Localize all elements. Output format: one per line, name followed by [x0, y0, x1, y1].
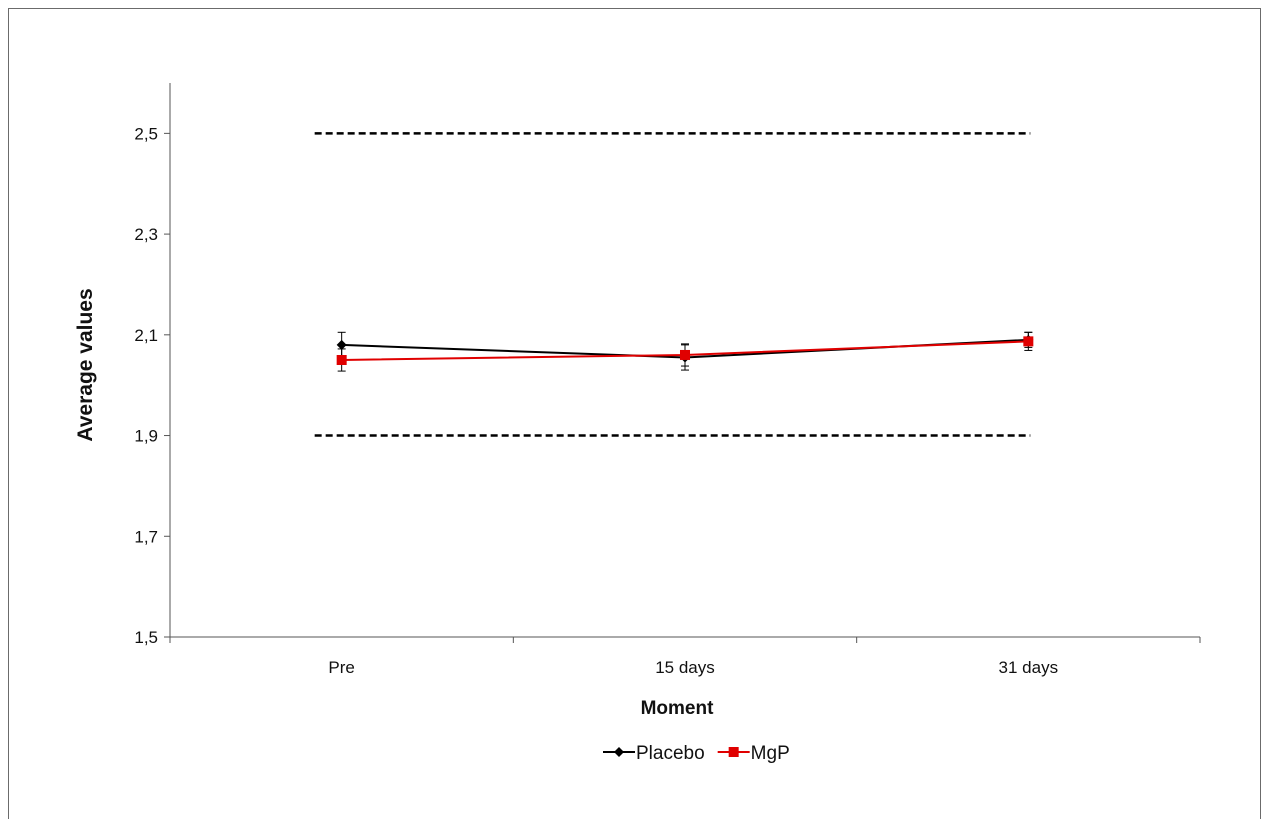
series-mgp	[336, 331, 1034, 372]
data-point	[1023, 336, 1034, 347]
legend-label: MgP	[751, 743, 790, 764]
y-tick-label: 2,1	[134, 326, 158, 345]
data-point	[336, 339, 347, 350]
y-tick-label: 2,5	[134, 124, 158, 143]
data-point	[680, 349, 690, 360]
series-layer	[336, 331, 1034, 372]
legend-label: Placebo	[636, 743, 705, 764]
y-axis-title: Average values	[74, 288, 97, 441]
y-ticks: 1,5 1,7 1,9 2,1 2,3 2,5	[134, 124, 170, 647]
legend-item-mgp: MgP	[717, 743, 790, 764]
data-point	[336, 355, 347, 365]
x-axis-title: Moment	[641, 698, 715, 719]
x-tick-label: Pre	[328, 658, 354, 677]
axes	[169, 83, 1200, 638]
x-tick-label: 31 days	[999, 658, 1059, 677]
y-tick-label: 1,9	[134, 427, 158, 446]
y-tick-label: 1,7	[134, 527, 158, 546]
legend-marker	[728, 747, 739, 757]
x-ticks: Pre 15 days 31 days	[169, 637, 1201, 677]
legend: Placebo MgP	[603, 743, 790, 764]
y-tick-label: 1,5	[134, 628, 158, 647]
legend-marker	[614, 747, 624, 757]
chart-frame	[8, 8, 1261, 819]
reference-lines	[314, 132, 1031, 437]
y-tick-label: 2,3	[134, 225, 158, 244]
x-tick-label: 15 days	[655, 658, 715, 677]
legend-item-placebo: Placebo	[603, 743, 705, 764]
